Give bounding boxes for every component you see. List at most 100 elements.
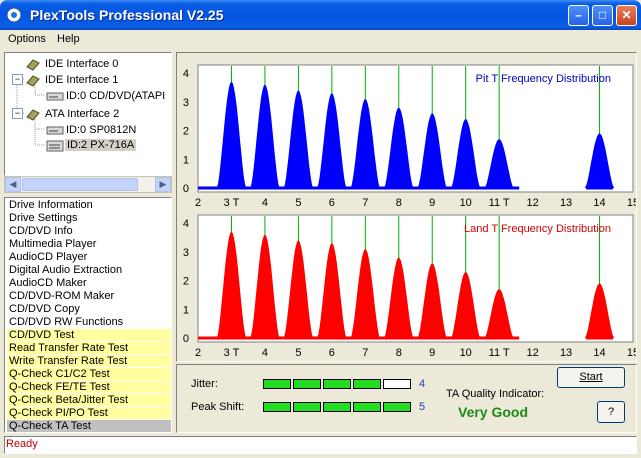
ta-quality-value: Very Good (458, 404, 529, 420)
function-item[interactable]: CD/DVD Test (7, 329, 171, 341)
meter-segment (383, 402, 411, 412)
tree-hscrollbar[interactable]: ◀ ▶ (4, 176, 172, 193)
app-icon (6, 7, 22, 23)
chart-title: Land T Frequency Distribution (464, 223, 611, 235)
function-item[interactable]: CD/DVD Copy (9, 303, 80, 315)
meter-segment (323, 402, 351, 412)
x-tick-label: 10 (460, 197, 472, 209)
function-item[interactable]: CD/DVD RW Functions (9, 316, 124, 328)
function-item[interactable]: Digital Audio Extraction (9, 264, 123, 276)
function-item[interactable]: CD/DVD Info (9, 225, 73, 237)
x-tick-label: 8 (396, 197, 402, 209)
function-item[interactable]: CD/DVD-ROM Maker (9, 290, 115, 302)
distribution-peak (484, 139, 514, 188)
meter-segment (263, 402, 291, 412)
function-list[interactable]: Drive Information Drive Settings CD/DVD In… (4, 197, 172, 433)
help-button[interactable]: ? (597, 401, 625, 423)
function-item[interactable]: Read Transfer Rate Test (7, 342, 171, 354)
x-tick-label: 14 (593, 347, 605, 359)
x-tick-label: 4 (262, 347, 268, 359)
y-tick-label: 3 (183, 247, 189, 259)
menu-help[interactable]: Help (57, 33, 80, 45)
function-item[interactable]: Drive Settings (9, 212, 78, 224)
distribution-peak (450, 271, 481, 338)
tree-item-ata2[interactable]: ATA Interface 2 (45, 108, 120, 120)
ta-quality-label: TA Quality Indicator: (446, 388, 545, 400)
expander-ata2[interactable]: − (12, 108, 23, 119)
meter-segment (293, 379, 321, 389)
close-button[interactable]: ✕ (616, 5, 637, 26)
chart-title: Pit T Frequency Distribution (476, 73, 611, 85)
x-tick-label: 3 T (224, 347, 240, 359)
tree-item-ide1[interactable]: IDE Interface 1 (45, 74, 119, 86)
function-item[interactable]: Drive Information (9, 199, 93, 211)
peak-shift-value: 5 (419, 401, 426, 413)
function-item[interactable]: AudioCD Player (9, 251, 88, 263)
meter-segment (263, 379, 291, 389)
distribution-peak (317, 243, 347, 338)
function-item[interactable]: Q-Check PI/PO Test (7, 407, 171, 419)
distribution-peak (250, 234, 280, 338)
minimize-button[interactable]: – (568, 5, 589, 26)
start-label: Start (579, 371, 603, 383)
menu-options[interactable]: Options (8, 33, 46, 45)
distribution-peak (317, 93, 347, 188)
tree-item-cddvd[interactable]: ID:0 CD/DVD(ATAPI (66, 90, 166, 102)
scroll-right-button[interactable]: ▶ (155, 177, 171, 192)
y-tick-label: 0 (183, 333, 189, 345)
distribution-peak (384, 257, 414, 338)
interface-icon (26, 75, 40, 87)
y-tick-label: 2 (183, 126, 189, 138)
x-tick-label: 13 (560, 347, 572, 359)
x-tick-label: 9 (429, 347, 435, 359)
interface-icon (26, 109, 40, 121)
expander-ide1[interactable]: − (12, 74, 23, 85)
scroll-left-button[interactable]: ◀ (5, 177, 21, 192)
x-tick-label: 10 (460, 347, 472, 359)
x-tick-label: 4 (262, 197, 268, 209)
meter-segment (353, 379, 381, 389)
function-item[interactable]: Q-Check Beta/Jitter Test (7, 394, 171, 406)
distribution-peak (250, 84, 280, 188)
tree-item-px716a[interactable]: ID:2 PX-716A (65, 139, 137, 151)
device-tree[interactable]: − − IDE Interface 0 IDE Interface 1 ID:0… (4, 52, 172, 176)
distribution-peak (350, 248, 381, 338)
y-tick-label: 1 (183, 154, 189, 166)
window-title: PlexTools Professional V2.25 (30, 7, 224, 23)
x-tick-label: 12 (526, 347, 538, 359)
x-tick-label: 15 (627, 197, 636, 209)
distribution-peak (484, 289, 514, 338)
function-item[interactable]: Q-Check TA Test (7, 420, 171, 432)
drive-icon (46, 126, 64, 135)
distribution-peak (584, 133, 615, 188)
x-tick-label: 11 T (489, 197, 510, 209)
function-item[interactable]: AudioCD Maker (9, 277, 87, 289)
function-item[interactable]: Q-Check C1/C2 Test (7, 368, 171, 380)
meter-segment (353, 402, 381, 412)
y-tick-label: 3 (183, 97, 189, 109)
tree-item-ide0[interactable]: IDE Interface 0 (45, 58, 119, 70)
x-tick-label: 5 (295, 197, 301, 209)
drive-icon (46, 140, 64, 152)
function-item[interactable]: Write Transfer Rate Test (7, 355, 171, 367)
drive-icon (46, 92, 64, 101)
x-tick-label: 3 T (224, 197, 240, 209)
peak-shift-label: Peak Shift: (191, 401, 245, 413)
title-bar[interactable] (0, 0, 641, 30)
function-item[interactable]: Q-Check FE/TE Test (7, 381, 171, 393)
x-tick-label: 12 (526, 197, 538, 209)
distribution-peak (216, 231, 247, 338)
x-tick-label: 11 T (489, 347, 510, 359)
start-button[interactable]: Start (557, 367, 625, 388)
distribution-peak (283, 90, 314, 188)
scroll-thumb[interactable] (22, 178, 138, 191)
tree-item-sp0812n[interactable]: ID:0 SP0812N (66, 124, 137, 136)
function-item[interactable]: Multimedia Player (9, 238, 97, 250)
interface-icon (26, 59, 40, 71)
maximize-button[interactable]: □ (592, 5, 613, 26)
y-tick-label: 0 (183, 183, 189, 195)
